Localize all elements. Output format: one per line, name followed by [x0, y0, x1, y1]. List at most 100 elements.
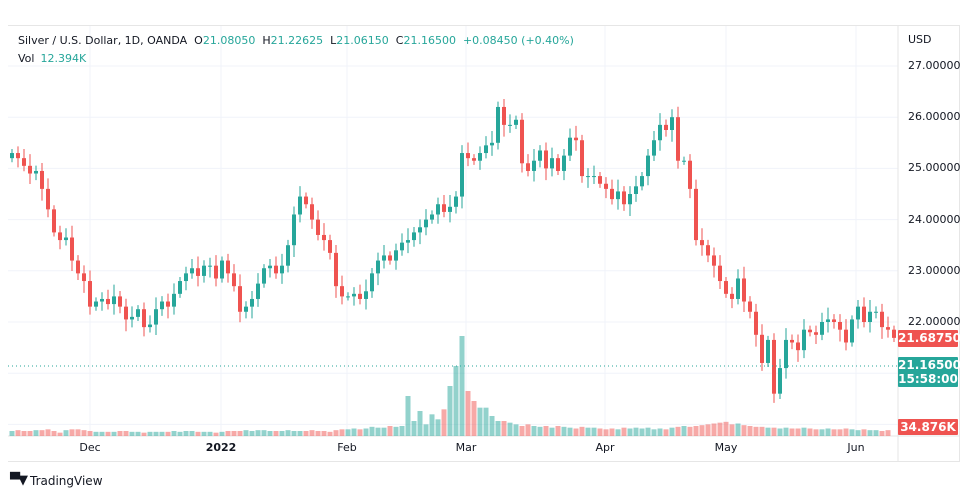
volume-bar [687, 426, 693, 436]
candle-body [778, 368, 782, 394]
candle-body [664, 124, 668, 130]
candle-body [172, 293, 176, 307]
volume-value: 12.394K [40, 52, 87, 65]
volume-bar [585, 427, 591, 436]
volume-bar [327, 431, 333, 436]
volume-bar [807, 428, 813, 436]
chart-pane[interactable] [8, 25, 960, 462]
candle-body [70, 237, 74, 261]
candle-body [730, 293, 734, 299]
candle-body [124, 306, 128, 320]
volume-bar [69, 429, 75, 436]
volume-bar [597, 428, 603, 436]
volume-bar [333, 430, 339, 436]
volume-bar [795, 428, 801, 436]
bar-countdown: 15:58:00 [898, 372, 958, 386]
candle-body [196, 268, 200, 276]
candle-body [772, 339, 776, 394]
volume-bar [99, 431, 105, 436]
volume-bars [9, 336, 891, 436]
candle-body [760, 334, 764, 363]
volume-bar [567, 427, 573, 436]
candle-body [598, 176, 602, 184]
volume-bar [609, 428, 615, 436]
volume-bar [267, 431, 273, 436]
candle-body [424, 219, 428, 228]
candle-body [874, 311, 878, 313]
volume-bar [693, 426, 699, 436]
candle-body [532, 160, 536, 171]
candle-body [676, 117, 680, 161]
tradingview-logo[interactable]: ▀▼ TradingView [10, 473, 103, 488]
candle-body [814, 332, 818, 335]
volume-bar [147, 431, 153, 436]
candle-body [64, 237, 68, 241]
price-tick: 22.00000 [908, 315, 961, 328]
candle-body [340, 286, 344, 297]
volume-bar [783, 427, 789, 436]
candle-body [622, 191, 626, 205]
volume-bar [843, 428, 849, 436]
volume-bar [699, 425, 705, 436]
volume-bar [861, 429, 867, 436]
tradingview-logo-icon: ▀▼ [10, 473, 28, 488]
time-tick: Jun [847, 441, 865, 454]
volume-bar [303, 431, 309, 436]
volume-bar [711, 423, 717, 436]
candle-body [550, 158, 554, 169]
volume-bar [51, 431, 57, 436]
volume-bar [603, 429, 609, 436]
candle-body [238, 286, 242, 312]
volume-bar [507, 422, 513, 436]
volume-bar [393, 426, 399, 436]
volume-bar [681, 426, 687, 436]
volume-bar [171, 431, 177, 436]
volume-bar [543, 426, 549, 436]
volume-bar [813, 429, 819, 436]
time-tick: Dec [79, 441, 101, 454]
volume-bar [291, 431, 297, 436]
candles [10, 99, 896, 403]
volume-bar [81, 430, 87, 436]
volume-bar [759, 426, 765, 436]
candle-body [826, 319, 830, 322]
candle-body [448, 206, 452, 212]
close-value: 21.16500 [403, 34, 456, 47]
candle-body [136, 309, 140, 317]
candle-body [520, 119, 524, 164]
candle-body [220, 260, 224, 279]
candle-body [400, 242, 404, 251]
candle-body [652, 140, 656, 156]
volume-bar [93, 431, 99, 436]
low-value: 21.06150 [336, 34, 389, 47]
candle-body [766, 339, 770, 363]
candle-body [706, 245, 710, 256]
volume-bar [747, 426, 753, 436]
price-tick: 27.00000 [908, 59, 961, 72]
volume-bar [225, 431, 231, 436]
volume-bar [519, 426, 525, 436]
volume-bar [621, 427, 627, 436]
candle-body [820, 322, 824, 335]
high-value: 21.22625 [270, 34, 324, 47]
symbol-title: Silver / U.S. Dollar, 1D, OANDA [18, 34, 188, 47]
volume-bar [645, 427, 651, 436]
candle-body [214, 265, 218, 279]
volume-bar [321, 431, 327, 436]
candle-body [790, 339, 794, 343]
volume-bar [237, 431, 243, 436]
candle-body [460, 153, 464, 197]
volume-bar [423, 424, 429, 436]
time-tick: May [714, 441, 738, 454]
current-price: 21.16500 [898, 358, 962, 372]
candle-body [742, 278, 746, 302]
volume-bar [855, 430, 861, 436]
volume-bar [489, 416, 495, 436]
candle-body [166, 301, 170, 307]
candle-body [40, 170, 44, 189]
open-value: 21.08050 [202, 34, 256, 47]
candle-body [178, 281, 182, 294]
volume-bar [441, 409, 447, 436]
volume-bar [111, 431, 117, 436]
